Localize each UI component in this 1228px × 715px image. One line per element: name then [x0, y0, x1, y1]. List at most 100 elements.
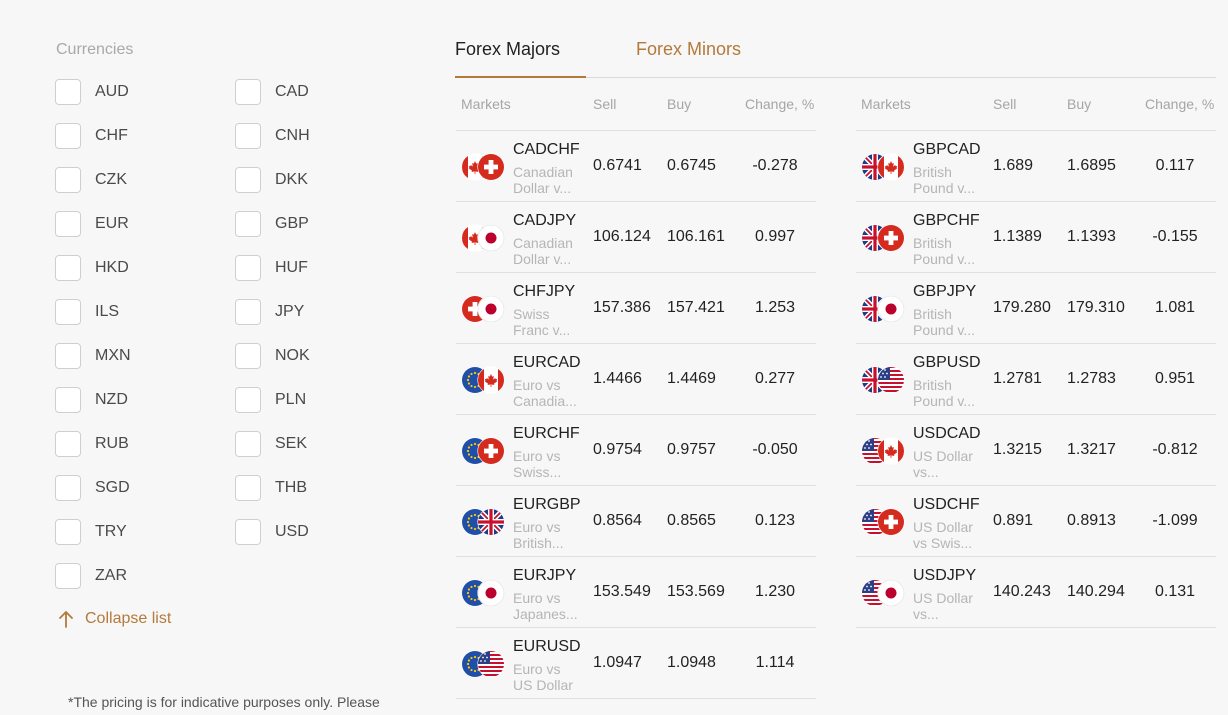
- currency-pair-flags: [461, 650, 505, 678]
- header-markets: Markets: [461, 96, 511, 112]
- currency-checkbox[interactable]: [235, 431, 261, 457]
- currency-pair-flags: [461, 295, 505, 323]
- currency-option-sek[interactable]: SEK: [235, 431, 307, 457]
- table-row[interactable]: EURCAD Euro vs Canadia... 1.4466 1.4469 0.277: [456, 344, 816, 415]
- currency-option-nok[interactable]: NOK: [235, 343, 310, 369]
- currency-option-dkk[interactable]: DKK: [235, 167, 308, 193]
- market-description-line1: Swiss: [513, 306, 550, 322]
- market-symbol[interactable]: USDJPY: [913, 567, 977, 584]
- currency-option-huf[interactable]: HUF: [235, 255, 308, 281]
- market-symbol[interactable]: GBPCHF: [913, 212, 980, 229]
- currency-checkbox[interactable]: [55, 475, 81, 501]
- currency-checkbox[interactable]: [55, 167, 81, 193]
- currency-checkbox[interactable]: [235, 255, 261, 281]
- table-row[interactable]: GBPUSD British Pound v... 1.2781 1.2783 0.951: [856, 344, 1216, 415]
- currency-option-cnh[interactable]: CNH: [235, 123, 310, 149]
- arrow-up-icon: [59, 611, 73, 628]
- market-description: US Dollar vs...: [913, 448, 981, 480]
- table-row[interactable]: GBPJPY British Pound v... 179.280 179.310 1.0…: [856, 273, 1216, 344]
- currency-option-mxn[interactable]: MXN: [55, 343, 131, 369]
- table-row[interactable]: CHFJPY Swiss Franc v... 157.386 157.421 1.253: [456, 273, 816, 344]
- currency-checkbox[interactable]: [55, 211, 81, 237]
- currency-option-nzd[interactable]: NZD: [55, 387, 128, 413]
- market-symbol[interactable]: USDCAD: [913, 425, 981, 442]
- currency-pair-flags: [861, 295, 905, 323]
- buy-price: 1.0948: [667, 654, 716, 671]
- table-row[interactable]: GBPCHF British Pound v... 1.1389 1.1393 -0.15…: [856, 202, 1216, 273]
- currency-checkbox[interactable]: [55, 123, 81, 149]
- currency-option-aud[interactable]: AUD: [55, 79, 129, 105]
- currency-option-ils[interactable]: ILS: [55, 299, 119, 325]
- table-row[interactable]: EURCHF Euro vs Swiss... 0.9754 0.9757 -0.050: [456, 415, 816, 486]
- change-percent: 1.253: [754, 299, 796, 316]
- currency-pair-flags: [861, 508, 905, 536]
- currency-checkbox[interactable]: [235, 167, 261, 193]
- currency-checkbox[interactable]: [55, 387, 81, 413]
- table-row[interactable]: EURJPY Euro vs Japanes... 153.549 153.569 1.2…: [456, 557, 816, 628]
- currency-label: CHF: [95, 127, 128, 144]
- currency-checkbox[interactable]: [55, 79, 81, 105]
- tab-forex-majors[interactable]: Forex Majors: [455, 39, 561, 59]
- currency-option-zar[interactable]: ZAR: [55, 563, 127, 589]
- market-symbol[interactable]: CADCHF: [513, 141, 580, 158]
- currency-checkbox[interactable]: [55, 563, 81, 589]
- currency-checkbox[interactable]: [235, 211, 261, 237]
- currency-checkbox[interactable]: [235, 387, 261, 413]
- market-symbol[interactable]: CADJPY: [513, 212, 577, 229]
- currency-checkbox[interactable]: [55, 299, 81, 325]
- currency-option-cad[interactable]: CAD: [235, 79, 309, 105]
- currency-option-usd[interactable]: USD: [235, 519, 309, 545]
- buy-price: 179.310: [1067, 299, 1125, 316]
- currency-checkbox[interactable]: [235, 475, 261, 501]
- sell-price: 106.124: [593, 228, 651, 245]
- currency-checkbox[interactable]: [235, 299, 261, 325]
- table-row[interactable]: CADJPY Canadian Dollar v... 106.124 106.161 0…: [456, 202, 816, 273]
- market-symbol[interactable]: EURGBP: [513, 496, 581, 513]
- market-symbol[interactable]: USDCHF: [913, 496, 980, 513]
- currency-checkbox[interactable]: [235, 79, 261, 105]
- currency-checkbox[interactable]: [235, 343, 261, 369]
- market-symbol[interactable]: EURUSD: [513, 638, 581, 655]
- currency-option-thb[interactable]: THB: [235, 475, 307, 501]
- market-description: US Dollar vs...: [913, 590, 981, 622]
- currency-option-hkd[interactable]: HKD: [55, 255, 129, 281]
- currency-option-chf[interactable]: CHF: [55, 123, 128, 149]
- currency-option-try[interactable]: TRY: [55, 519, 127, 545]
- currency-option-eur[interactable]: EUR: [55, 211, 129, 237]
- currency-option-jpy[interactable]: JPY: [235, 299, 304, 325]
- collapse-list-button[interactable]: Collapse list: [57, 609, 171, 629]
- market-description-line2: Pound v...: [913, 251, 976, 267]
- market-symbol[interactable]: GBPUSD: [913, 354, 981, 371]
- currency-option-sgd[interactable]: SGD: [55, 475, 130, 501]
- market-symbol[interactable]: EURCHF: [513, 425, 580, 442]
- currency-checkbox[interactable]: [235, 519, 261, 545]
- table-row[interactable]: EURGBP Euro vs British... 0.8564 0.8565 0.123: [456, 486, 816, 557]
- sell-price: 0.6741: [593, 157, 642, 174]
- market-description: Euro vs Japanes...: [513, 590, 581, 622]
- currency-checkbox[interactable]: [55, 431, 81, 457]
- currency-pair-flags: [461, 366, 505, 394]
- currency-checkbox[interactable]: [55, 255, 81, 281]
- market-symbol[interactable]: GBPCAD: [913, 141, 981, 158]
- market-symbol[interactable]: EURCAD: [513, 354, 581, 371]
- table-row[interactable]: GBPCAD British Pound v... 1.689 1.6895 0.117: [856, 131, 1216, 202]
- table-row[interactable]: USDCAD US Dollar vs... 1.3215 1.3217 -0.812: [856, 415, 1216, 486]
- table-row[interactable]: EURUSD Euro vs US Dollar 1.0947 1.0948 1.114: [456, 628, 816, 699]
- currency-checkbox[interactable]: [55, 343, 81, 369]
- currency-option-pln[interactable]: PLN: [235, 387, 306, 413]
- tab-forex-minors[interactable]: Forex Minors: [636, 39, 742, 59]
- currency-option-czk[interactable]: CZK: [55, 167, 127, 193]
- table-row[interactable]: CADCHF Canadian Dollar v... 0.6741 0.6745 -0.…: [456, 131, 816, 202]
- market-symbol[interactable]: CHFJPY: [513, 283, 576, 300]
- currency-option-rub[interactable]: RUB: [55, 431, 129, 457]
- market-symbol[interactable]: GBPJPY: [913, 283, 977, 300]
- currency-label: HKD: [95, 259, 129, 276]
- currency-checkbox[interactable]: [235, 123, 261, 149]
- change-percent: 0.117: [1155, 157, 1195, 174]
- table-row[interactable]: USDJPY US Dollar vs... 140.243 140.294 0.131: [856, 557, 1216, 628]
- currency-option-gbp[interactable]: GBP: [235, 211, 309, 237]
- currency-checkbox[interactable]: [55, 519, 81, 545]
- table-row[interactable]: USDCHF US Dollar vs Swis... 0.891 0.8913 -1.0…: [856, 486, 1216, 557]
- market-symbol[interactable]: EURJPY: [513, 567, 577, 584]
- market-description: Euro vs British...: [513, 519, 581, 551]
